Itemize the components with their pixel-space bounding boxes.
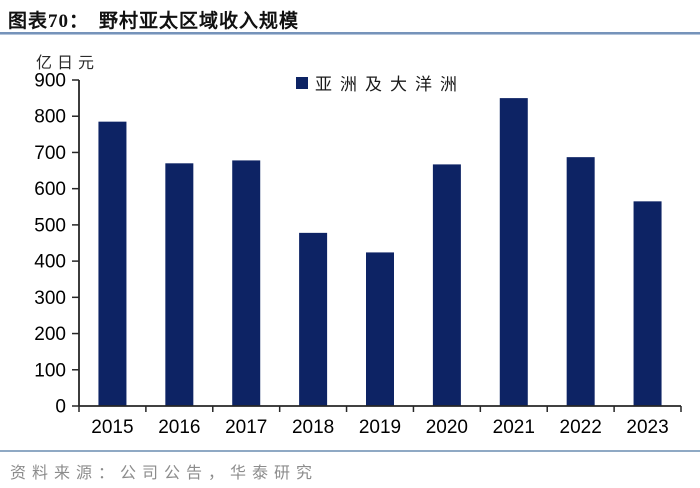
y-tick-label: 300 (34, 288, 66, 309)
bar-2019 (366, 252, 394, 406)
bar-2015 (98, 121, 127, 407)
bar-2022 (566, 157, 595, 406)
bar-2023 (633, 201, 662, 406)
bar-2016 (165, 163, 194, 406)
legend-series-label: 亚洲及大洋洲 (315, 75, 465, 94)
title-divider-line (0, 32, 700, 35)
x-tick-label: 2018 (292, 417, 334, 438)
y-tick-label: 700 (34, 143, 66, 164)
y-tick-label: 200 (34, 324, 66, 345)
y-tick-label: 900 (34, 71, 66, 92)
y-tick-label: 500 (34, 215, 66, 236)
y-tick-label: 100 (34, 360, 66, 381)
y-tick-label: 600 (34, 179, 66, 200)
y-tick-label: 800 (34, 107, 66, 128)
x-tick-label: 2022 (560, 417, 602, 438)
y-axis-unit-label: 亿日元 (36, 55, 100, 72)
figure-title-text: 野村亚太区域收入规模 (99, 11, 300, 32)
y-tick-label: 0 (55, 397, 66, 418)
source-note: 资料来源：公司公告，华泰研究 (10, 465, 319, 482)
x-tick-label: 2017 (225, 417, 267, 438)
bar-2021 (499, 98, 528, 406)
x-tick-label: 2023 (626, 417, 668, 438)
x-tick-label: 2019 (359, 417, 401, 438)
figure-title: 图表70： 野村亚太区域收入规模 (8, 6, 299, 33)
bar-2020 (432, 164, 461, 406)
legend-swatch-icon (296, 76, 308, 89)
x-tick-label: 2021 (493, 417, 535, 438)
bar-2018 (299, 232, 328, 406)
x-tick-label: 2020 (426, 417, 468, 438)
figure-number-label: 图表70： (8, 11, 90, 32)
y-tick-label: 400 (34, 252, 66, 273)
chart-legend: 亚洲及大洋洲 (296, 70, 465, 95)
source-divider-line (0, 450, 700, 452)
x-tick-label: 2015 (91, 417, 133, 438)
bar-2017 (232, 160, 261, 406)
x-tick-label: 2016 (158, 417, 200, 438)
